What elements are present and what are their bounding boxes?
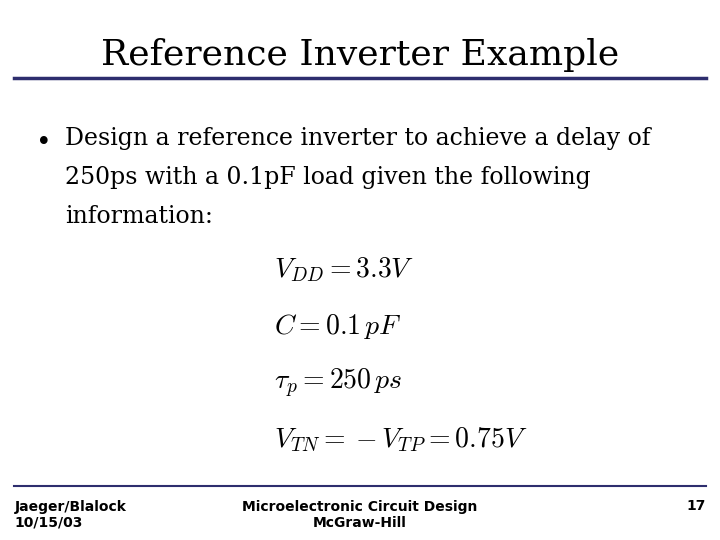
Text: 250ps with a 0.1pF load given the following: 250ps with a 0.1pF load given the follow…	[65, 166, 590, 189]
Text: Design a reference inverter to achieve a delay of: Design a reference inverter to achieve a…	[65, 127, 650, 150]
Text: $C = 0.1\,pF$: $C = 0.1\,pF$	[274, 312, 401, 341]
Text: •: •	[36, 130, 52, 154]
Text: Reference Inverter Example: Reference Inverter Example	[101, 38, 619, 72]
Text: $\tau_p = 250\,ps$: $\tau_p = 250\,ps$	[274, 367, 402, 400]
Text: 17: 17	[686, 500, 706, 514]
Text: Microelectronic Circuit Design
McGraw-Hill: Microelectronic Circuit Design McGraw-Hi…	[243, 500, 477, 530]
Text: $V_{DD} = 3.3V$: $V_{DD} = 3.3V$	[274, 255, 414, 285]
Text: Jaeger/Blalock
10/15/03: Jaeger/Blalock 10/15/03	[14, 500, 126, 530]
Text: information:: information:	[65, 205, 212, 228]
Text: $V_{TN} = -V_{TP} = 0.75V$: $V_{TN} = -V_{TP} = 0.75V$	[274, 426, 527, 455]
